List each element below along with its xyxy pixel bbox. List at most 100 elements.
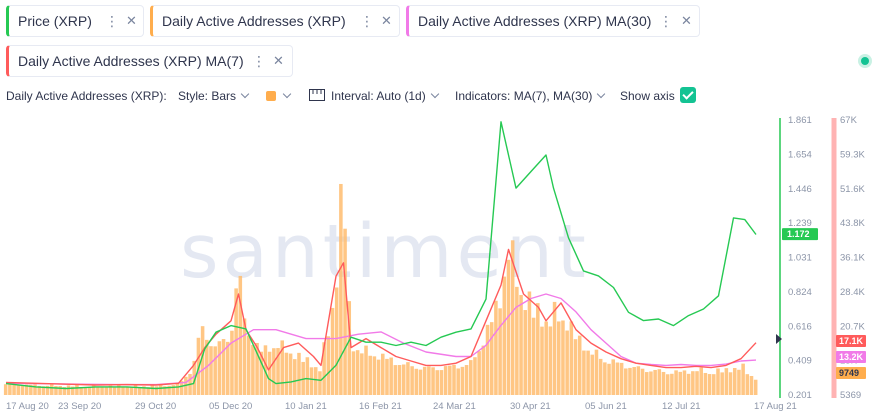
address-bar xyxy=(121,387,125,395)
address-bar xyxy=(225,341,230,395)
metric-chip-daily-active-addresses-ma30[interactable]: Daily Active Addresses (XRP) MA(30) ⋮ ✕ xyxy=(406,5,700,37)
address-bar xyxy=(263,345,268,395)
address-tick-label: 5369 xyxy=(840,390,861,401)
metric-chip-label: Price (XRP) xyxy=(18,13,92,29)
address-bar xyxy=(192,360,196,395)
address-bar xyxy=(678,371,683,395)
address-bar xyxy=(355,350,360,395)
address-tick-label: 36.1K xyxy=(840,253,865,264)
address-bar xyxy=(297,352,301,395)
address-bar xyxy=(556,321,561,395)
address-bar xyxy=(125,387,129,395)
address-bar xyxy=(108,385,113,395)
address-bar xyxy=(414,368,419,395)
metric-chip-daily-active-addresses[interactable]: Daily Active Addresses (XRP) ⋮ ✕ xyxy=(150,5,400,37)
address-bar xyxy=(469,360,473,395)
price-current-value: 1.172 xyxy=(787,229,810,239)
address-bar xyxy=(79,387,83,395)
metric-chip-label: Daily Active Addresses (XRP) MA(30) xyxy=(418,13,652,29)
address-bar xyxy=(565,330,569,395)
metric-chip-daily-active-addresses-ma7[interactable]: Daily Active Addresses (XRP) MA(7) ⋮ ✕ xyxy=(6,45,293,77)
address-bar xyxy=(339,183,343,395)
price-tick-label: 0.201 xyxy=(788,390,812,401)
address-bar xyxy=(737,369,741,395)
address-bar xyxy=(343,228,347,395)
address-bar xyxy=(37,385,41,395)
address-bar xyxy=(427,366,431,395)
address-bar xyxy=(712,374,716,395)
indicators-dropdown-label: Indicators: MA(7), MA(30) xyxy=(455,89,593,103)
address-tick-label: 43.8K xyxy=(840,218,865,229)
address-bar xyxy=(372,356,377,395)
color-dropdown[interactable] xyxy=(266,89,296,104)
metric-chart[interactable]: santiment 1.861 1.654 1.446 1.239 1.031 0.824… xyxy=(0,112,874,414)
address-bar xyxy=(401,364,406,395)
address-bar xyxy=(96,387,100,395)
x-tick-label: 23 Sep 20 xyxy=(58,401,101,412)
address-bar xyxy=(716,368,720,395)
current-value-badges: 1.172 17.1K 13.2K 9749 xyxy=(782,228,866,379)
address-bar xyxy=(489,322,494,395)
address-bar xyxy=(251,344,255,395)
vertical-dots-icon[interactable]: ⋮ xyxy=(252,52,266,69)
address-bar xyxy=(686,373,691,395)
address-bar xyxy=(439,370,444,395)
calendar-ruler-icon xyxy=(309,89,325,101)
address-bar xyxy=(515,286,519,395)
address-bar xyxy=(724,368,729,395)
address-bar xyxy=(569,321,574,395)
price-tick-label: 1.239 xyxy=(788,218,812,229)
vertical-dots-icon[interactable]: ⋮ xyxy=(105,12,119,29)
address-bar xyxy=(653,369,657,395)
address-bar xyxy=(452,364,456,395)
address-bar xyxy=(3,384,8,395)
address-bar xyxy=(280,340,284,395)
address-bar xyxy=(309,367,314,395)
address-bar xyxy=(58,385,62,395)
address-bar xyxy=(70,386,75,395)
address-tick-label: 28.4K xyxy=(840,287,865,298)
address-bar xyxy=(288,353,293,395)
address-current-badge xyxy=(836,367,866,379)
address-bar xyxy=(431,367,435,395)
address-bar xyxy=(360,353,364,395)
style-dropdown[interactable]: Style: Bars xyxy=(178,89,250,103)
show-axis-checkbox[interactable] xyxy=(680,87,696,103)
metric-chip-price[interactable]: Price (XRP) ⋮ ✕ xyxy=(6,5,144,37)
address-bar xyxy=(33,384,37,395)
address-bar xyxy=(83,386,88,395)
close-icon[interactable]: ✕ xyxy=(126,13,137,28)
address-bar xyxy=(259,351,264,395)
address-bar xyxy=(720,372,724,395)
interval-dropdown[interactable]: Interval: Auto (1d) xyxy=(309,89,439,103)
x-tick-label: 16 Feb 21 xyxy=(359,401,402,412)
address-bar xyxy=(448,365,452,395)
address-bar xyxy=(540,326,544,395)
axis-pointer-icon xyxy=(776,334,782,344)
close-icon[interactable]: ✕ xyxy=(681,13,692,28)
address-bar xyxy=(87,387,92,395)
address-bar xyxy=(728,372,733,395)
address-bar xyxy=(460,366,465,395)
address-current-badge xyxy=(836,351,866,363)
metric-chip-label: Daily Active Addresses (XRP) xyxy=(162,13,346,29)
x-tick-label: 17 Aug 20 xyxy=(6,401,49,412)
series-line-daily-active-addresses-xrp-ma-30 xyxy=(5,293,757,386)
close-icon[interactable]: ✕ xyxy=(381,13,392,28)
address-bar xyxy=(351,351,356,395)
vertical-dots-icon[interactable]: ⋮ xyxy=(659,12,673,29)
address-bar xyxy=(494,300,498,395)
vertical-dots-icon[interactable]: ⋮ xyxy=(360,12,374,29)
close-icon[interactable]: ✕ xyxy=(273,53,284,68)
address-bar xyxy=(732,368,737,395)
price-tick-label: 1.446 xyxy=(788,184,812,195)
address-bar xyxy=(313,367,318,395)
address-bar xyxy=(234,288,238,395)
address-bar xyxy=(536,303,540,395)
address-bar xyxy=(607,363,611,395)
address-bar xyxy=(301,361,305,395)
address-bar xyxy=(54,386,58,395)
indicators-dropdown[interactable]: Indicators: MA(7), MA(30) xyxy=(455,89,606,103)
address-bar xyxy=(519,294,523,395)
address-bar xyxy=(598,358,603,395)
